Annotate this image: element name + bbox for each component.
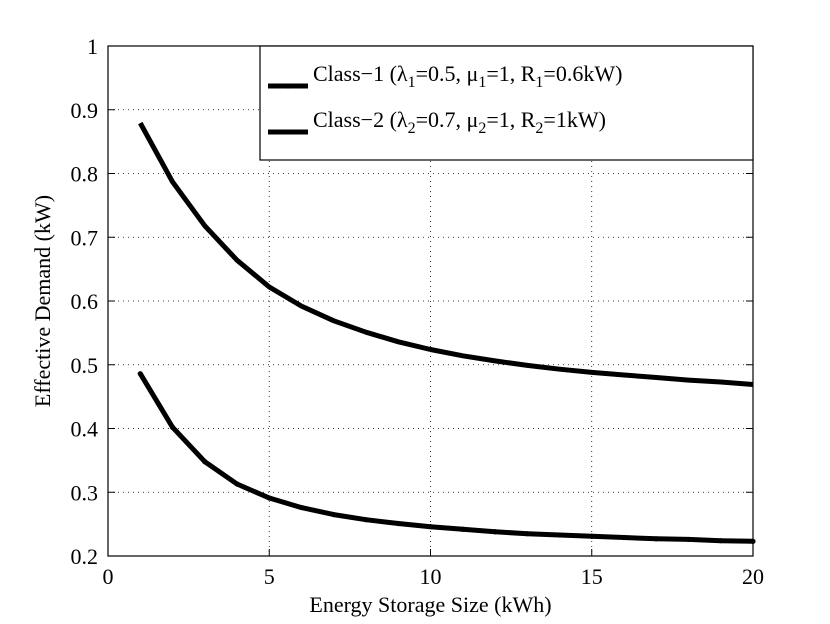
x-tick-label: 0	[103, 564, 114, 589]
legend-marker-class-1	[285, 83, 291, 89]
y-tick-label: 1	[87, 34, 98, 59]
data-point-class-1	[460, 526, 466, 532]
x-tick-label: 5	[264, 564, 275, 589]
data-point-class-1	[137, 371, 143, 377]
data-point-class-1	[234, 481, 240, 487]
x-tick-label: 10	[420, 564, 442, 589]
y-tick-label: 0.8	[71, 162, 99, 187]
data-point-class-1	[718, 538, 724, 544]
y-tick-label: 0.3	[71, 480, 99, 505]
data-point-class-1	[331, 511, 337, 518]
data-point-class-1	[589, 533, 595, 539]
data-point-class-1	[169, 424, 176, 430]
series-layer	[137, 121, 756, 544]
y-tick-label: 0.2	[71, 544, 99, 569]
data-point-class-1	[266, 495, 272, 501]
data-point-class-1	[202, 459, 208, 465]
legend-entry-class-1: Class−1 (λ1=0.5, μ1=1, R1=0.6kW)	[268, 61, 622, 91]
data-point-class-1	[653, 536, 659, 542]
data-point-class-1	[427, 524, 434, 530]
data-point-class-1	[492, 529, 498, 535]
tick-labels: 0 5 10 15 20 0.2 0.3 0.4 0.5 0.6 0.7 0.8 0.9 1	[71, 34, 765, 589]
series-line-class-2	[138, 121, 754, 387]
y-tick-label: 0.6	[71, 289, 99, 314]
data-point-class-1	[524, 531, 530, 537]
data-point-class-1	[685, 536, 692, 543]
data-point-class-1	[621, 534, 627, 541]
x-tick-label: 15	[581, 564, 603, 589]
y-tick-label: 0.9	[71, 98, 99, 123]
data-point-class-1	[395, 520, 401, 527]
x-tick-label: 20	[742, 564, 764, 589]
y-tick-label: 0.4	[71, 417, 99, 442]
data-point-class-1	[298, 504, 305, 511]
legend-box	[259, 45, 754, 161]
y-tick-label: 0.5	[71, 353, 99, 378]
y-tick-label: 0.7	[71, 225, 99, 250]
y-axis-label: Effective Demand (kW)	[30, 195, 55, 407]
legend-entry-class-2: Class−2 (λ2=0.7, μ2=1, R2=1kW)	[268, 107, 606, 137]
data-point-class-1	[363, 517, 369, 523]
legend: Class−1 (λ1=0.5, μ1=1, R1=0.6kW) Class−2…	[259, 45, 754, 161]
x-axis-label: Energy Storage Size (kWh)	[309, 592, 551, 617]
legend-label-class-1: Class−1 (λ1=0.5, μ1=1, R1=0.6kW)	[313, 61, 622, 91]
legend-label-class-2: Class−2 (λ2=0.7, μ2=1, R2=1kW)	[313, 107, 606, 137]
series-line-class-1	[138, 372, 754, 544]
data-point-class-1	[556, 532, 563, 538]
